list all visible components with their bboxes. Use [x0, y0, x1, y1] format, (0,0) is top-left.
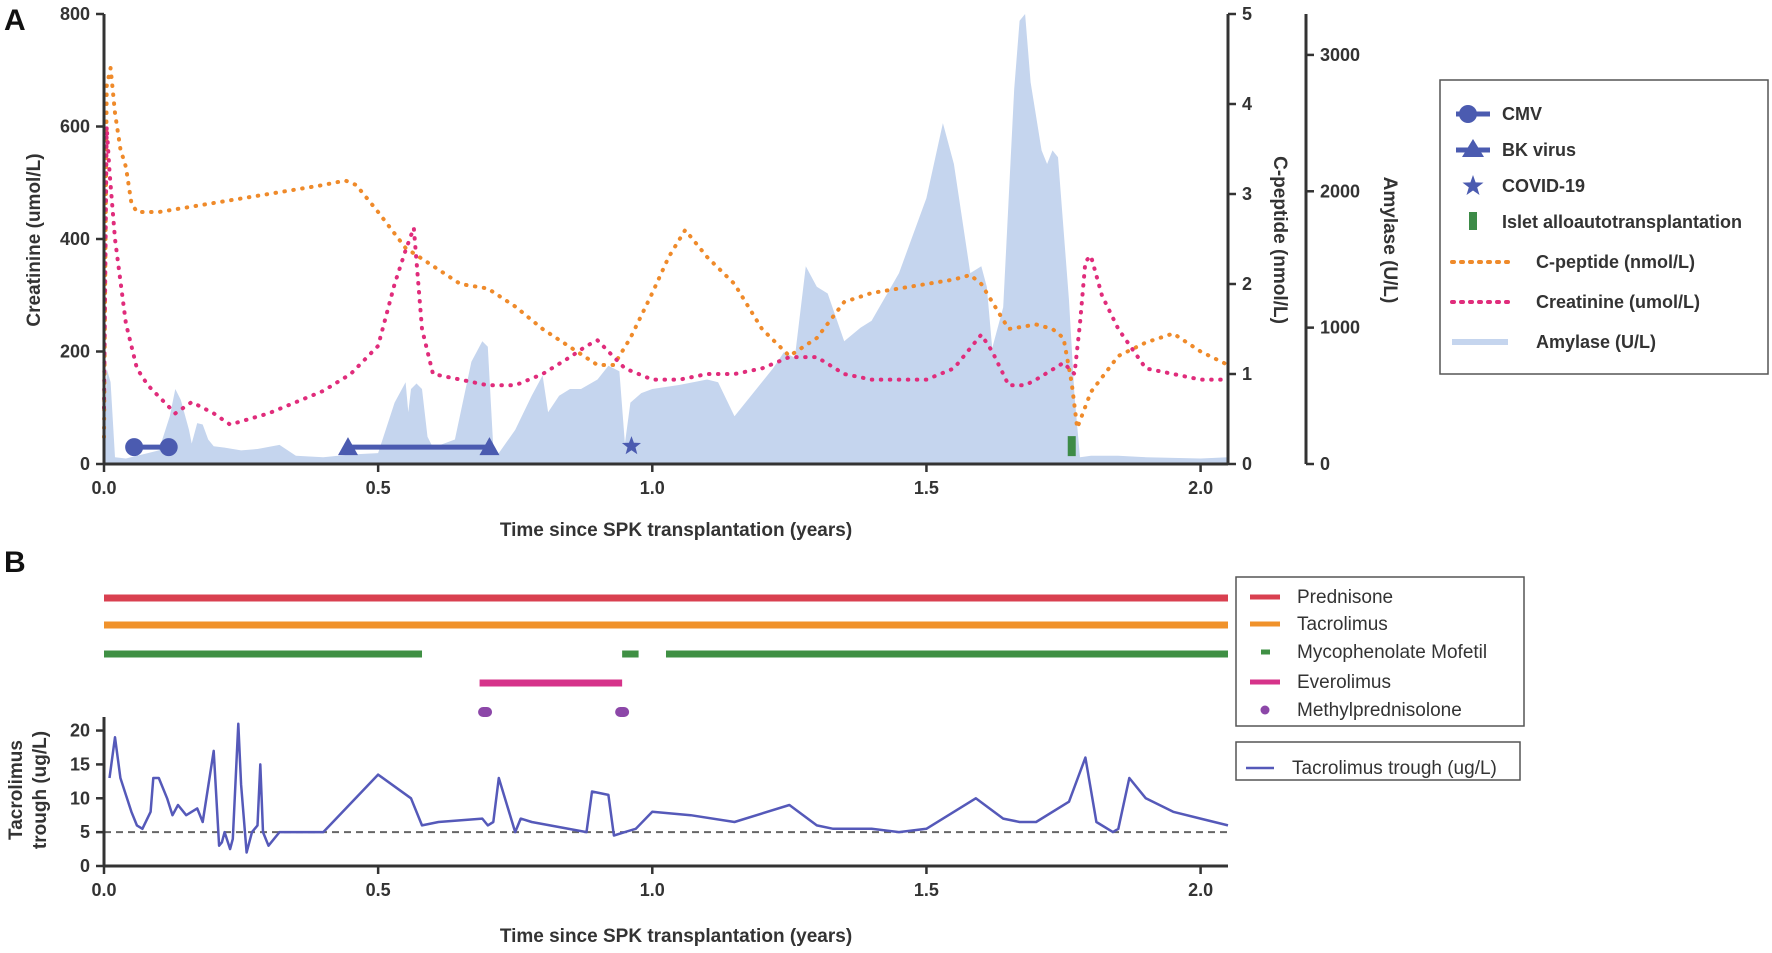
panel-b-x-tick-label: 0.0 — [91, 880, 116, 900]
panel-a-label: A — [4, 4, 26, 37]
amylase-y-tick-label: 3000 — [1320, 45, 1360, 65]
legend-prednisone-label: Prednisone — [1297, 587, 1393, 608]
creatinine-dotted-line — [102, 124, 1230, 427]
panel-a: A 0.0 0.5 1.0 1.5 2.0 0 200 400 600 800 0 1 2 3 4 5 0 100… — [4, 4, 1769, 541]
trough-y-tick-label: 20 — [70, 721, 90, 741]
panel-a-x-tick-label: 1.0 — [640, 478, 665, 498]
legend-bk: BK virus — [1456, 139, 1576, 160]
amylase-area — [104, 14, 1228, 464]
amylase-axis-title: Amylase (U/L) — [1379, 177, 1400, 304]
covid-star-icon — [1462, 175, 1484, 195]
legend-mmf-label: Mycophenolate Mofetil — [1297, 642, 1487, 663]
panel-a-x-tick-label: 0.5 — [366, 478, 391, 498]
legend-cpeptide: C-peptide (nmol/L) — [1450, 252, 1695, 272]
panel-b-x-tick-label: 1.0 — [640, 880, 665, 900]
creatinine-y-tick-label: 0 — [80, 454, 90, 474]
legend-cmv-label: CMV — [1502, 104, 1542, 124]
trough-line — [108, 722, 1229, 854]
panel-b-ticks: 0.0 0.5 1.0 1.5 2.0 0 5 10 15 20 — [70, 721, 1213, 900]
legend-methylpred-label: Methylprednisolone — [1297, 700, 1462, 721]
legend-bk-label: BK virus — [1502, 140, 1576, 160]
legend-covid: COVID-19 — [1462, 175, 1585, 196]
islet-bar-icon — [1469, 212, 1477, 230]
legend-creatinine-label: Creatinine (umol/L) — [1536, 292, 1700, 312]
panel-b-x-tick-label: 1.5 — [914, 880, 939, 900]
cmv-marker-end — [159, 438, 178, 457]
panel-b-x-axis-title: Time since SPK transplantation (years) — [500, 926, 852, 947]
panel-b-x-tick-label: 2.0 — [1188, 880, 1213, 900]
trough-axis-title-line2: trough (ug/L) — [30, 731, 51, 849]
panel-a-x-axis-title: Time since SPK transplantation (years) — [500, 520, 852, 541]
trough-legend-box — [1235, 741, 1521, 781]
cmv-circle-icon — [1459, 105, 1477, 123]
legend-islet: Islet alloautotransplantation — [1469, 212, 1742, 232]
trough-y-tick-label: 10 — [70, 788, 90, 808]
legend-methylpred: Methylprednisolone — [1260, 700, 1462, 721]
methylpred-dose-marker — [615, 707, 630, 717]
trough-y-tick-label: 15 — [70, 754, 90, 774]
panel-a-lines-layer — [102, 66, 1230, 439]
legend-everolimus: Everolimus — [1250, 672, 1391, 693]
panel-a-x-tick-label: 2.0 — [1188, 478, 1213, 498]
creatinine-y-tick-label: 600 — [60, 117, 90, 137]
panel-b: B 0.0 0.5 1.0 1.5 2.0 0 5 10 15 20 Tacrolimus tro… — [4, 546, 1525, 947]
creatinine-y-tick-label: 400 — [60, 229, 90, 249]
methylpred-dot-icon — [1260, 705, 1270, 715]
legend-islet-label: Islet alloautotransplantation — [1502, 212, 1742, 232]
cpeptide-y-tick-label: 2 — [1242, 274, 1252, 294]
legend-everolimus-label: Everolimus — [1297, 672, 1391, 693]
treatment-legend-box — [1235, 576, 1525, 727]
amylase-area-layer — [104, 14, 1228, 464]
treatment-bars-layer — [104, 594, 1228, 717]
legend-covid-label: COVID-19 — [1502, 176, 1585, 196]
legend-amylase: Amylase (U/L) — [1452, 332, 1656, 352]
bk-marker-end — [479, 437, 500, 456]
creatinine-y-tick-label: 200 — [60, 342, 90, 362]
covid-star-marker — [621, 436, 641, 455]
methylpred-dose-marker — [478, 707, 493, 717]
panel-a-legend-box — [1439, 79, 1769, 375]
panel-a-events-layer — [125, 436, 1076, 457]
panel-b-treatment-legend: Prednisone Tacrolimus Mycophenolate Mofe… — [1235, 576, 1525, 727]
cpeptide-y-tick-label: 0 — [1242, 454, 1252, 474]
cmv-marker-start — [125, 438, 144, 457]
legend-mmf: Mycophenolate Mofetil — [1261, 642, 1487, 663]
trough-y-tick-label: 0 — [80, 856, 90, 876]
bk-triangle-icon — [1462, 139, 1484, 157]
panel-a-legend: CMV BK virus COVID-19 Islet alloautotran… — [1439, 79, 1769, 375]
legend-creatinine: Creatinine (umol/L) — [1450, 292, 1700, 312]
cpeptide-y-tick-label: 3 — [1242, 184, 1252, 204]
panel-b-trough-legend: Tacrolimus trough (ug/L) — [1235, 741, 1521, 781]
cpeptide-y-tick-label: 4 — [1242, 94, 1252, 114]
legend-tacrolimus-label: Tacrolimus — [1297, 614, 1388, 635]
cpeptide-axis-title: C-peptide (nmol/L) — [1269, 156, 1290, 324]
trough-y-tick-label: 5 — [80, 822, 90, 842]
legend-amylase-label: Amylase (U/L) — [1536, 332, 1656, 352]
creatinine-y-tick-label: 800 — [60, 4, 90, 24]
panel-b-label: B — [4, 546, 26, 579]
islet-transplant-marker — [1067, 436, 1076, 457]
legend-prednisone: Prednisone — [1250, 587, 1393, 608]
panel-a-x-tick-label: 1.5 — [914, 478, 939, 498]
trough-line-layer — [104, 722, 1229, 854]
legend-tacrolimus: Tacrolimus — [1250, 614, 1388, 635]
cpeptide-y-tick-label: 5 — [1242, 4, 1252, 24]
panel-a-ticks: 0.0 0.5 1.0 1.5 2.0 0 200 400 600 800 0 1 2 3 4 5 0 1000 2… — [60, 4, 1360, 498]
amylase-y-tick-label: 2000 — [1320, 181, 1360, 201]
bk-marker-start — [337, 437, 358, 456]
panel-b-x-tick-label: 0.5 — [366, 880, 391, 900]
panel-a-x-tick-label: 0.0 — [91, 478, 116, 498]
cpeptide-y-tick-label: 1 — [1242, 364, 1252, 384]
trough-axis-title-line1: Tacrolimus — [6, 740, 27, 840]
amylase-y-tick-label: 1000 — [1320, 318, 1360, 338]
creatinine-axis-title: Creatinine (umol/L) — [24, 153, 45, 326]
legend-cpeptide-label: C-peptide (nmol/L) — [1536, 252, 1695, 272]
amylase-y-tick-label: 0 — [1320, 454, 1330, 474]
cpeptide-dotted-line — [102, 66, 1230, 439]
legend-trough-label: Tacrolimus trough (ug/L) — [1292, 758, 1497, 779]
legend-cmv: CMV — [1456, 104, 1542, 124]
